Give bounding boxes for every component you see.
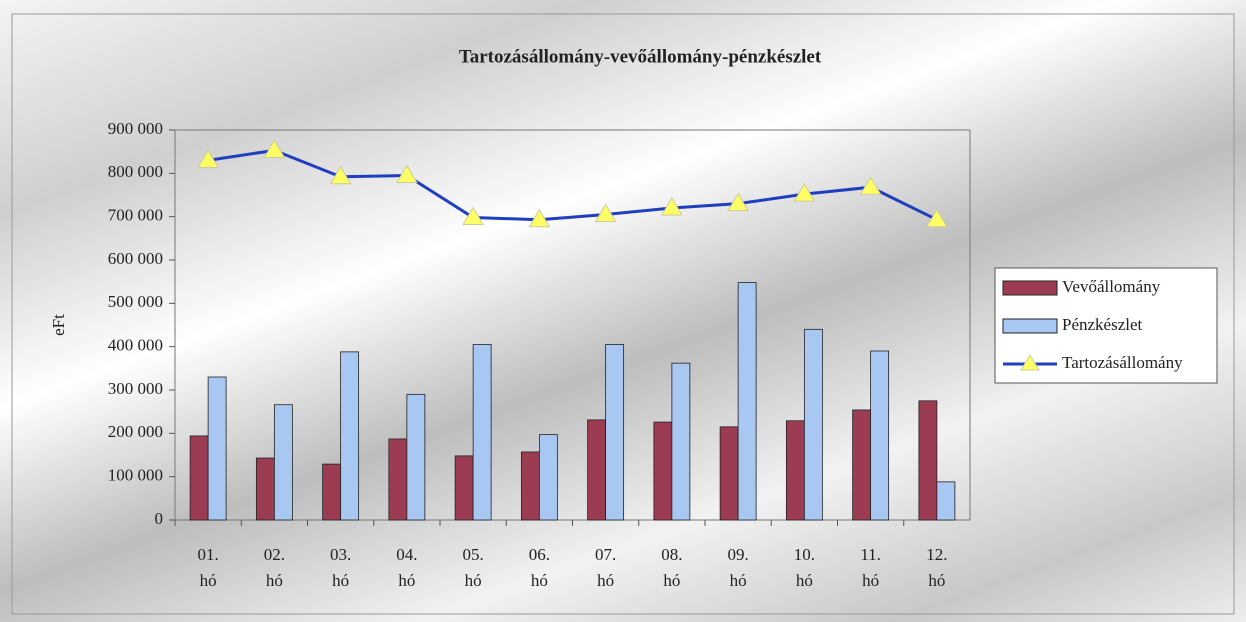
bar: [520, 451, 540, 521]
y-tick-label: 400 000: [108, 336, 163, 355]
legend-label: Pénzkészlet: [1062, 315, 1143, 334]
marker: [859, 176, 882, 195]
x-tick-label: 09. hó: [727, 545, 749, 590]
bar: [719, 426, 739, 521]
marker: [727, 192, 749, 212]
marker: [793, 183, 816, 202]
marker: [594, 203, 617, 222]
x-tick-label: 07. hó: [595, 545, 617, 590]
bar: [785, 420, 805, 521]
marker: [396, 164, 418, 183]
bar: [406, 393, 426, 521]
bar: [803, 328, 823, 521]
bar: [852, 409, 872, 521]
bar: [340, 351, 360, 521]
x-tick-label: 04. hó: [396, 545, 418, 590]
x-tick-label: 08. hó: [661, 545, 683, 590]
bar: [454, 455, 474, 521]
y-tick-label: 700 000: [108, 206, 163, 225]
bar: [538, 434, 558, 521]
legend-label: Tartozásállomány: [1062, 353, 1183, 372]
frame: [11, 13, 1235, 615]
y-tick-label: 600 000: [108, 249, 163, 268]
y-tick-label: 0: [155, 509, 164, 528]
y-tick-label: 900 000: [108, 119, 163, 138]
bar: [918, 400, 938, 521]
bar: [322, 463, 342, 521]
marker: [661, 197, 683, 216]
legend-marker: [1020, 354, 1040, 371]
bar: [472, 344, 492, 521]
x-tick-label: 02. hó: [263, 545, 285, 590]
bar: [671, 362, 691, 521]
legend-swatch: [1002, 318, 1058, 334]
line: [207, 148, 938, 222]
bar: [653, 421, 673, 521]
y-tick-label: 200 000: [108, 422, 163, 441]
x-tick-label: 01. hó: [197, 545, 219, 590]
x-tick-label: 12. hó: [926, 545, 948, 590]
marker: [197, 149, 219, 168]
y-tick-label: 100 000: [108, 466, 163, 485]
chart-title: Tartozásállomány-vevőállomány-pénzkészle…: [459, 46, 822, 67]
marker: [263, 139, 286, 158]
x-tick-label: 11. hó: [860, 545, 881, 590]
y-axis-label: eFt: [49, 314, 68, 336]
bar: [870, 350, 890, 521]
y-tick-label: 300 000: [108, 379, 163, 398]
bar: [255, 457, 275, 521]
x-tick-label: 10. hó: [793, 545, 815, 590]
x-tick-label: 06. hó: [528, 545, 550, 590]
marker: [528, 208, 551, 228]
bar: [605, 344, 625, 521]
x-tick-label: 03. hó: [330, 545, 352, 590]
bar: [587, 419, 607, 521]
bar: [737, 282, 757, 521]
marker: [329, 165, 352, 185]
marker: [462, 206, 484, 226]
legend-swatch: [1002, 280, 1058, 296]
x-tick-label: 05. hó: [462, 545, 484, 590]
marker: [926, 208, 948, 228]
legend-label: Vevőállomány: [1062, 277, 1161, 296]
bar: [189, 435, 209, 521]
bar: [936, 481, 956, 521]
bar: [207, 376, 227, 521]
y-tick-label: 500 000: [108, 292, 163, 311]
bar: [273, 404, 293, 521]
y-tick-label: 800 000: [108, 162, 163, 181]
bar: [388, 438, 408, 521]
